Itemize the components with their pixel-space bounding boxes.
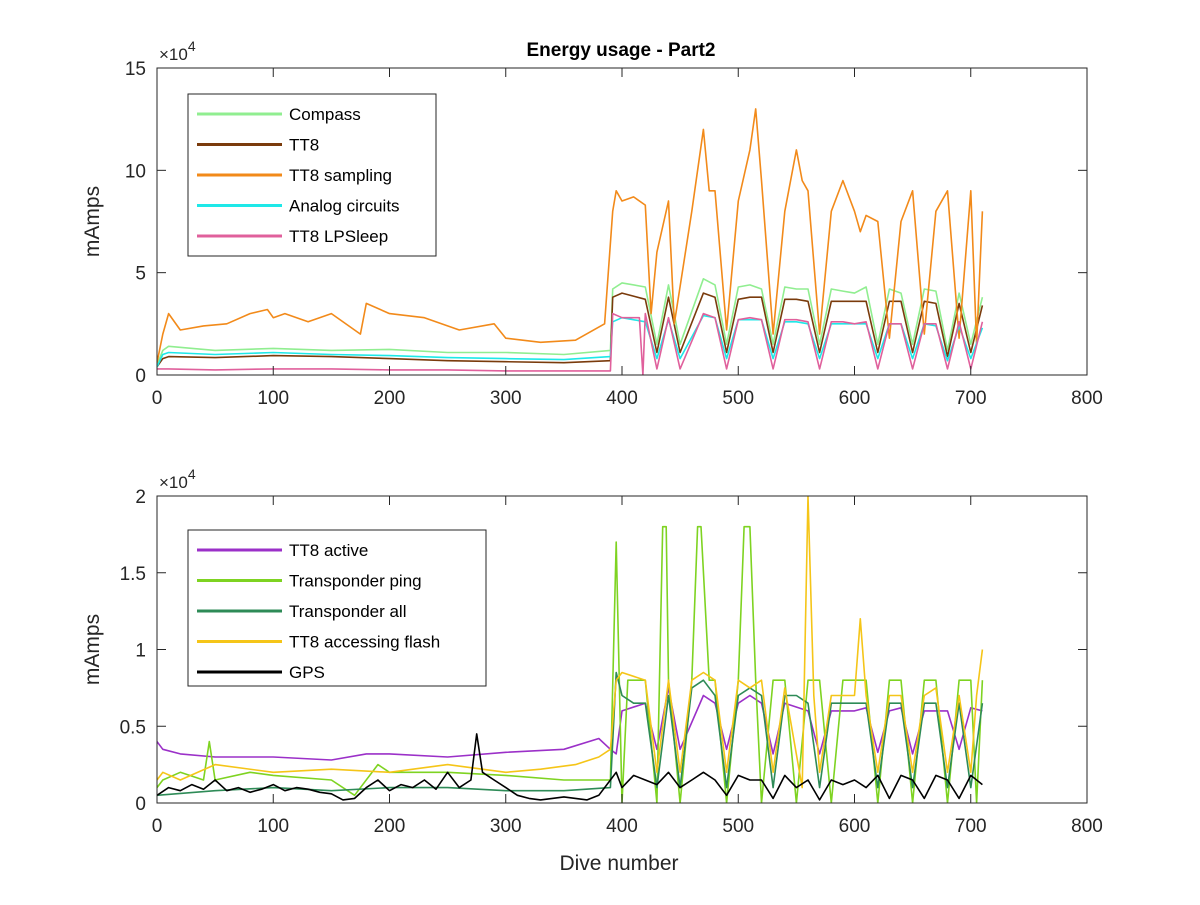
x-tick-label: 0 (152, 388, 163, 409)
x-tick-label: 500 (722, 816, 754, 837)
legend: TT8 active Transponder ping Transponder al… (187, 529, 487, 687)
x-axis-label: Dive number (559, 852, 678, 875)
series-line-compass (157, 277, 984, 366)
legend-label: GPS (289, 663, 325, 682)
x-tick-label: 600 (839, 816, 871, 837)
x-tick-label: 600 (839, 388, 871, 409)
legend: Compass TT8 TT8 sampling Analog circuits TT8… (187, 93, 437, 257)
x-tick-label: 700 (955, 816, 987, 837)
x-tick-label: 100 (257, 816, 289, 837)
legend-label: TT8 LPSleep (289, 227, 388, 246)
y-tick-label: 0 (135, 794, 146, 815)
y-tick-label: 1 (135, 641, 146, 662)
top-chart-panel: 0 100 200 300 400 500 600 700 800 0 5 10 15 ×104 mAmps… (81, 38, 1103, 409)
x-tick-label: 200 (374, 816, 406, 837)
series-line-transponder-ping (157, 525, 984, 803)
legend-label: Compass (289, 105, 361, 124)
x-tick-label: 400 (606, 388, 638, 409)
y-tick-label: 1.5 (120, 564, 146, 585)
series-line-tt8-lpsleep (157, 312, 984, 375)
y-tick-label: 2 (135, 487, 146, 508)
series-line-tt8-active (157, 687, 983, 761)
legend-label: Transponder ping (289, 572, 422, 591)
bottom-chart-panel: 0 100 200 300 400 500 600 700 800 0 0.5 1 1.5 2 ×104 mA… (81, 466, 1103, 875)
y-axis-multiplier: ×104 (159, 466, 196, 492)
x-tick-label: 500 (722, 388, 754, 409)
x-tick-label: 100 (257, 388, 289, 409)
series-line-gps (157, 733, 983, 801)
y-tick-label: 10 (125, 161, 146, 182)
x-tick-label: 800 (1071, 388, 1103, 409)
legend-label: TT8 (289, 136, 319, 155)
x-tick-label: 200 (374, 388, 406, 409)
y-tick-label: 0.5 (120, 717, 146, 738)
legend-label: Transponder all (289, 602, 407, 621)
y-tick-label: 5 (135, 264, 146, 285)
y-tick-label: 0 (135, 366, 146, 387)
y-axis-multiplier: ×104 (159, 38, 196, 64)
series-line-tt8-accessing-flash (157, 496, 984, 789)
x-tick-label: 300 (490, 388, 522, 409)
x-tick-label: 300 (490, 816, 522, 837)
x-tick-label: 800 (1071, 816, 1103, 837)
series-line-tt8-sampling (157, 108, 984, 363)
x-tick-label: 0 (152, 816, 163, 837)
legend-label: TT8 sampling (289, 166, 392, 185)
y-tick-label: 15 (125, 59, 146, 80)
legend-label: Analog circuits (289, 197, 400, 216)
x-tick-label: 400 (606, 816, 638, 837)
series-line-transponder-all (157, 671, 984, 797)
legend-label: TT8 active (289, 541, 368, 560)
x-tick-label: 700 (955, 388, 987, 409)
y-axis-label: mAmps (81, 186, 104, 257)
legend-label: TT8 accessing flash (289, 633, 440, 652)
series-line-tt8 (157, 292, 984, 368)
y-axis-label: mAmps (81, 614, 104, 685)
figure-title: Energy usage - Part2 (526, 40, 715, 61)
